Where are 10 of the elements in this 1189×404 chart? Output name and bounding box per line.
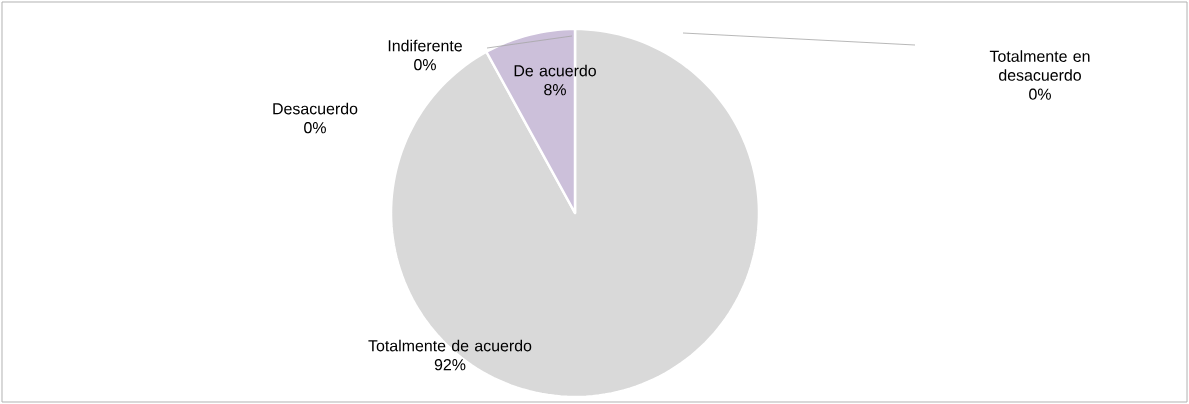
category-label: Desacuerdo [273, 102, 358, 115]
slice-label: Totalmente de acuerdo [368, 339, 532, 352]
text: 0% [1029, 88, 1051, 100]
data-label: 8% [544, 84, 566, 96]
category-label: Indiferente [388, 39, 462, 52]
text: 0% [414, 59, 436, 71]
slice-label: De acuerdo [514, 64, 596, 77]
category-label: Totalmente en desacuerdo [989, 50, 1090, 81]
text: 0% [304, 122, 326, 134]
data-label: 92% [434, 359, 466, 371]
